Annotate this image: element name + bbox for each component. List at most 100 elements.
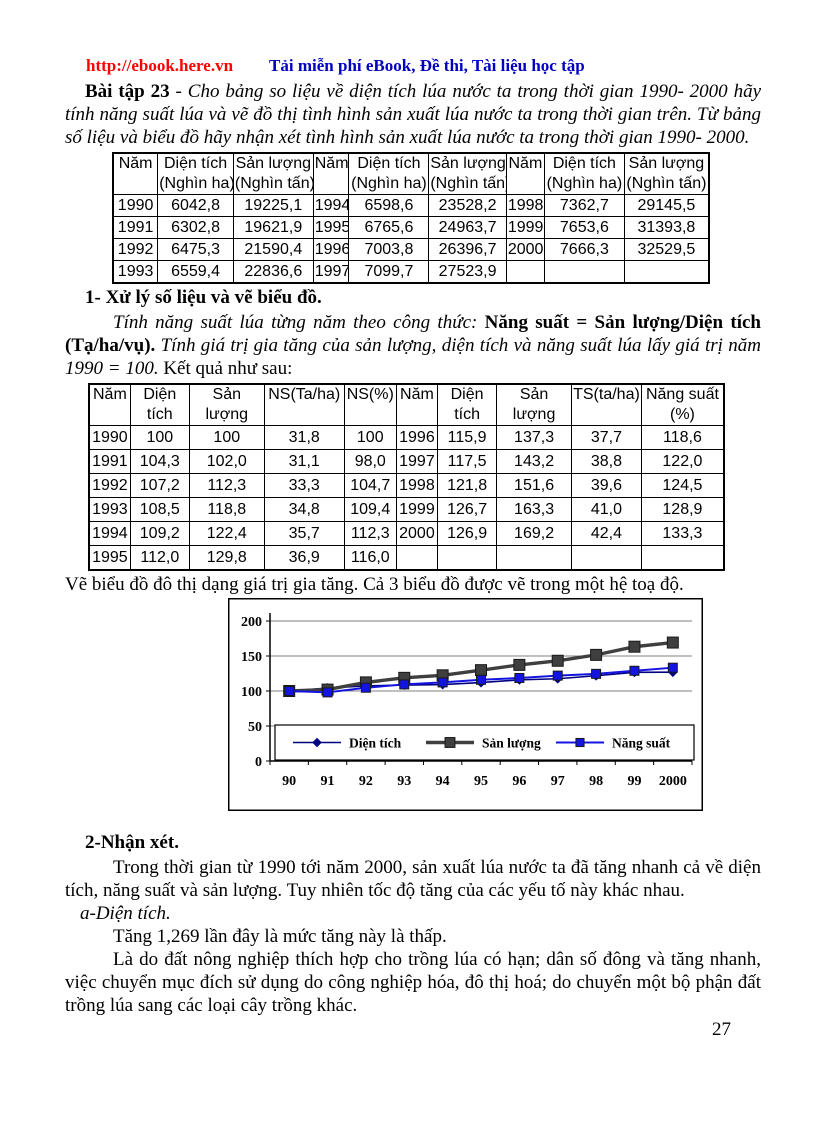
table-cell: 102,0 [188,449,265,474]
table-row: 1992 6475,3 21590,4 1996 7003,8 26396,7 2000 76… [112,238,710,261]
table-cell: 1992 [112,238,159,261]
column-header: Năm [112,152,159,195]
svg-text:200: 200 [241,615,262,630]
chart-border [228,598,703,811]
section1-heading: 1- Xử lý số liệu và vẽ biểu đồ. [85,287,322,308]
column-header: Sản lượng [496,383,573,426]
table-cell: 41,0 [571,497,642,522]
table-cell: 112,0 [129,545,190,571]
table-cell: 27523,9 [428,260,507,284]
table-cell: 19621,9 [232,216,314,239]
table-cell: 117,5 [437,449,498,474]
exercise-separator: - [169,81,188,102]
table-cell: 151,6 [496,473,573,498]
column-header: Diện tích [437,383,498,426]
svg-text:50: 50 [248,720,262,735]
table-cell: 1990 [112,194,159,217]
table-cell: 1994 [312,194,350,217]
column-header: NS(Ta/ha) [263,383,345,426]
table-cell [496,545,573,571]
table-cell: 116,0 [343,545,397,571]
table-cell: 35,7 [263,521,345,546]
svg-text:95: 95 [474,774,488,789]
remark-paragraph-1: Trong thời gian từ 1990 tới năm 2000, sả… [65,857,761,901]
table-cell: 7099,7 [348,260,430,284]
svg-text:93: 93 [397,774,411,789]
table-cell: 109,2 [129,521,190,546]
section1-paragraph: Tính năng suất lúa từng năm theo công th… [65,311,761,380]
table-cell: 42,4 [571,521,642,546]
x-axis-labels: 90 91 92 93 94 95 96 97 98 99 2000 [282,774,687,789]
column-header: Sản lượng (Nghìn tấn) [623,152,710,195]
table-cell: 126,7 [437,497,498,522]
table-row: 1991 6302,8 19621,9 1995 6765,6 24963,7 1999 76… [112,216,710,239]
table-cell: 6302,8 [157,216,234,239]
table-cell: 100 [343,425,397,450]
table-header-row: Năm Diện tích (Nghìn ha) Sản lượng (Nghìn t… [112,152,710,195]
table-cell: 33,3 [263,473,345,498]
table-cell: 6598,6 [348,194,430,217]
rice-area-production-table: Năm Diện tích (Nghìn ha) Sản lượng (Nghìn t… [112,152,710,284]
axes [269,613,692,762]
table-cell: 124,5 [640,473,725,498]
table-cell: 107,2 [129,473,190,498]
table-cell: 1995 [312,216,350,239]
table-cell: 1996 [395,425,439,450]
svg-text:2000: 2000 [659,774,687,789]
table-cell: 38,8 [571,449,642,474]
ebook-site-link[interactable]: http://ebook.here.vn [86,56,234,75]
section2-heading: 2-Nhận xét. [85,832,179,853]
table-row: 1995 112,0 129,8 36,9 116,0 [88,545,725,571]
line-chart: 0 50 100 150 200 90 91 92 93 94 95 96 97 98 99 2000 Diện… [228,598,703,811]
table-cell: 118,6 [640,425,725,450]
table-cell [571,545,642,571]
svg-text:90: 90 [282,774,296,789]
svg-text:150: 150 [241,650,262,665]
svg-text:97: 97 [551,774,565,789]
exercise-statement: Bài tập 23 - Cho bảng so liệu về diện tí… [65,80,761,149]
axis-ticks [266,620,693,765]
table-cell: 1991 [88,449,131,474]
table-cell: 1995 [88,545,131,571]
table-header-row: Năm Diện tích Sản lượng NS(Ta/ha) NS(%) Năm … [88,383,725,426]
table-cell: 1994 [88,521,131,546]
table-cell: 39,6 [571,473,642,498]
table-cell: 104,3 [129,449,190,474]
table-cell: 2000 [505,238,545,261]
table-cell: 21590,4 [232,238,314,261]
table-row: 1993 6559,4 22836,6 1997 7099,7 27523,9 [112,260,710,284]
table-cell: 112,3 [343,521,397,546]
svg-text:100: 100 [241,685,262,700]
table-cell: 37,7 [571,425,642,450]
table-cell: 169,2 [496,521,573,546]
remark-subheading-a: a-Diện tích. [80,903,171,924]
table-cell: 6475,3 [157,238,234,261]
table-cell: 1997 [312,260,350,284]
legend-label: Diện tích [349,736,402,751]
table-cell: 6765,6 [348,216,430,239]
chart-legend: Diện tích Sản lượng Năng suất [274,724,695,761]
column-header: Diện tích (Nghìn ha) [348,152,430,195]
table-cell: 22836,6 [232,260,314,284]
table-cell: 108,5 [129,497,190,522]
table-cell: 36,9 [263,545,345,571]
table-cell: 163,3 [496,497,573,522]
table-cell: 1990 [88,425,131,450]
column-header: Sản lượng (Nghìn tấn) [232,152,314,195]
table-cell: 31,1 [263,449,345,474]
table-cell: 31393,8 [623,216,710,239]
table-cell: 1991 [112,216,159,239]
chart-caption: Vẽ biểu đồ đô thị dạng giá trị gia tăng.… [65,574,684,595]
table-cell: 121,8 [437,473,498,498]
exercise-label: Bài tập 23 [85,81,170,102]
table-cell: 98,0 [343,449,397,474]
table-cell: 100 [129,425,190,450]
column-header: Năm [312,152,350,195]
table-cell: 7666,3 [543,238,625,261]
table-cell: 112,3 [188,473,265,498]
table-cell: 109,4 [343,497,397,522]
legend-label: Năng suất [612,736,671,751]
column-header: NS(%) [343,383,397,426]
result-lead-in: Kết quả như sau: [163,358,293,379]
